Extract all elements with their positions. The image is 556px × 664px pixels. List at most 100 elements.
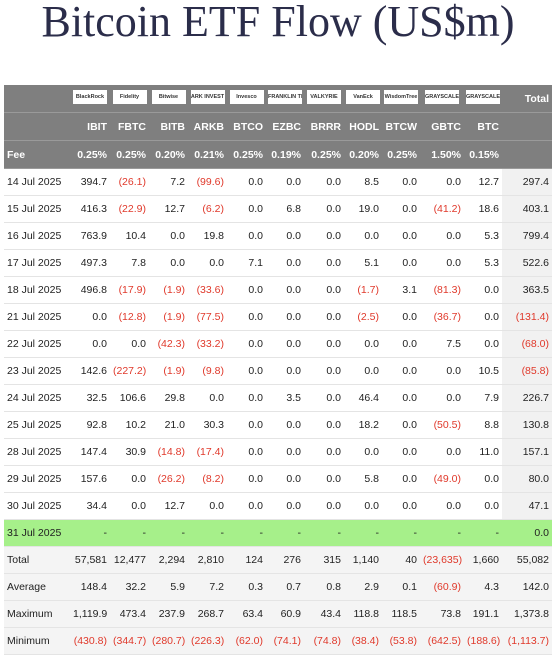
value-cell: - — [304, 519, 344, 547]
value-cell: 7.5 — [420, 330, 464, 358]
value-cell: 0.3 — [227, 573, 266, 601]
value-cell: 0.0 — [227, 168, 266, 196]
cell: BlackRock — [70, 85, 110, 113]
value-cell: 5.8 — [344, 465, 382, 493]
table-row: 31 Jul 2025- - - - - - - - - - -0.0 — [4, 519, 552, 547]
value-cell: 0.0 — [266, 276, 304, 304]
table-row: 16 Jul 2025 763.9 10.4 0.0 19.8 0.0 0.0 0.0 0.0 0… — [4, 222, 552, 250]
value-cell: (1.9) — [149, 357, 188, 385]
value-cell: (1.9) — [149, 303, 188, 331]
header-cell: Total — [502, 85, 552, 113]
value-cell: (12.8) — [110, 303, 149, 331]
ticker: BTCO — [227, 112, 266, 141]
value-cell: 496.8 — [70, 276, 110, 304]
fee: 0.20% — [344, 140, 382, 169]
fee: 0.15% — [464, 140, 502, 169]
value-cell: (62.0) — [227, 627, 266, 655]
value-cell: 0.0 — [227, 438, 266, 466]
value-cell: (430.8) — [70, 627, 110, 655]
value-cell: 0.0 — [227, 384, 266, 412]
value-cell: 0.0 — [382, 330, 420, 358]
cell — [4, 85, 70, 113]
value-cell: 0.0 — [227, 330, 266, 358]
row-label: 17 Jul 2025 — [4, 249, 70, 277]
value-cell: (26.1) — [110, 168, 149, 196]
row-label: 18 Jul 2025 — [4, 276, 70, 304]
ticker: FBTC — [110, 112, 149, 141]
value-cell: (1.7) — [344, 276, 382, 304]
value-cell: 3.1 — [382, 276, 420, 304]
value-cell: (1.9) — [149, 276, 188, 304]
row-label: 22 Jul 2025 — [4, 330, 70, 358]
ticker: EZBC — [266, 112, 304, 141]
value-cell: (17.4) — [188, 438, 227, 466]
ticker: IBIT — [70, 112, 110, 141]
value-cell: 2,810 — [188, 546, 227, 574]
value-cell: 0.0 — [149, 249, 188, 277]
value-cell: 0.0 — [70, 303, 110, 331]
table-row: 30 Jul 2025 34.4 0.0 12.7 0.0 0.0 0.0 0.0 0.0 0.0… — [4, 492, 552, 520]
row-label: 21 Jul 2025 — [4, 303, 70, 331]
logo: ARK INVEST — [190, 90, 225, 104]
value-cell: 0.0 — [382, 492, 420, 520]
value-cell: 80.0 — [502, 465, 552, 493]
value-cell: 0.0 — [420, 249, 464, 277]
cell: ARK INVEST — [188, 85, 227, 113]
value-cell: 0.0 — [149, 222, 188, 250]
value-cell: (33.6) — [188, 276, 227, 304]
value-cell: (14.8) — [149, 438, 188, 466]
table-row: 22 Jul 2025 0.0 0.0 (42.3) (33.2) 0.0 0.0 0.0 0.… — [4, 330, 552, 358]
value-cell: 12,477 — [110, 546, 149, 574]
value-cell: (17.9) — [110, 276, 149, 304]
value-cell: 0.0 — [304, 438, 344, 466]
value-cell: 0.0 — [344, 330, 382, 358]
fee: 1.50% — [420, 140, 464, 169]
value-cell: (642.5) — [420, 627, 464, 655]
value-cell: 148.4 — [70, 573, 110, 601]
value-cell: 0.0 — [382, 384, 420, 412]
value-cell: 7.2 — [149, 168, 188, 196]
value-cell: 0.0 — [227, 492, 266, 520]
value-cell: 43.4 — [304, 600, 344, 628]
value-cell: 1,660 — [464, 546, 502, 574]
value-cell: 0.1 — [382, 573, 420, 601]
value-cell: 363.5 — [502, 276, 552, 304]
table-row: Average 148.4 32.2 5.9 7.2 0.3 0.7 0.8 2.9 0.1 (60… — [4, 573, 552, 601]
value-cell: (188.6) — [464, 627, 502, 655]
value-cell: 0.0 — [266, 249, 304, 277]
value-cell: 10.5 — [464, 357, 502, 385]
ticker: ARKB — [188, 112, 227, 141]
value-cell: 0.0 — [266, 330, 304, 358]
value-cell: 297.4 — [502, 168, 552, 196]
cell — [502, 140, 552, 169]
cell: WisdomTree — [382, 85, 420, 113]
value-cell: 0.0 — [344, 222, 382, 250]
fee: 0.19% — [266, 140, 304, 169]
value-cell: 0.0 — [110, 330, 149, 358]
value-cell: 7.8 — [110, 249, 149, 277]
logo: WisdomTree — [384, 90, 418, 104]
ticker: GBTC — [420, 112, 464, 141]
value-cell: 0.0 — [464, 276, 502, 304]
value-cell: 0.0 — [110, 492, 149, 520]
value-cell: 130.8 — [502, 411, 552, 439]
value-cell: 118.5 — [382, 600, 420, 628]
table-row: 18 Jul 2025 496.8 (17.9) (1.9) (33.6) 0.0 0.0 0… — [4, 276, 552, 304]
etf-flow-table: BlackRock Fidelity Bitwise ARK INVEST Invesc… — [4, 85, 552, 655]
value-cell: 0.0 — [188, 384, 227, 412]
value-cell: (50.5) — [420, 411, 464, 439]
table-row: Minimum (430.8) (344.7) (280.7) (226.3) (62.0… — [4, 627, 552, 655]
value-cell: 157.6 — [70, 465, 110, 493]
value-cell: 0.0 — [188, 492, 227, 520]
cell — [4, 112, 70, 141]
table-row: 23 Jul 2025 142.6 (227.2) (1.9) (9.8) 0.0 0.0 0… — [4, 357, 552, 385]
title: Bitcoin ETF Flow (US$m) — [41, 0, 515, 46]
value-cell: 0.0 — [420, 168, 464, 196]
value-cell: (60.9) — [420, 573, 464, 601]
value-cell: - — [464, 519, 502, 547]
value-cell: 0.0 — [304, 276, 344, 304]
value-cell: 0.0 — [227, 222, 266, 250]
value-cell: 0.0 — [382, 303, 420, 331]
value-cell: 32.5 — [70, 384, 110, 412]
value-cell: 0.0 — [266, 492, 304, 520]
